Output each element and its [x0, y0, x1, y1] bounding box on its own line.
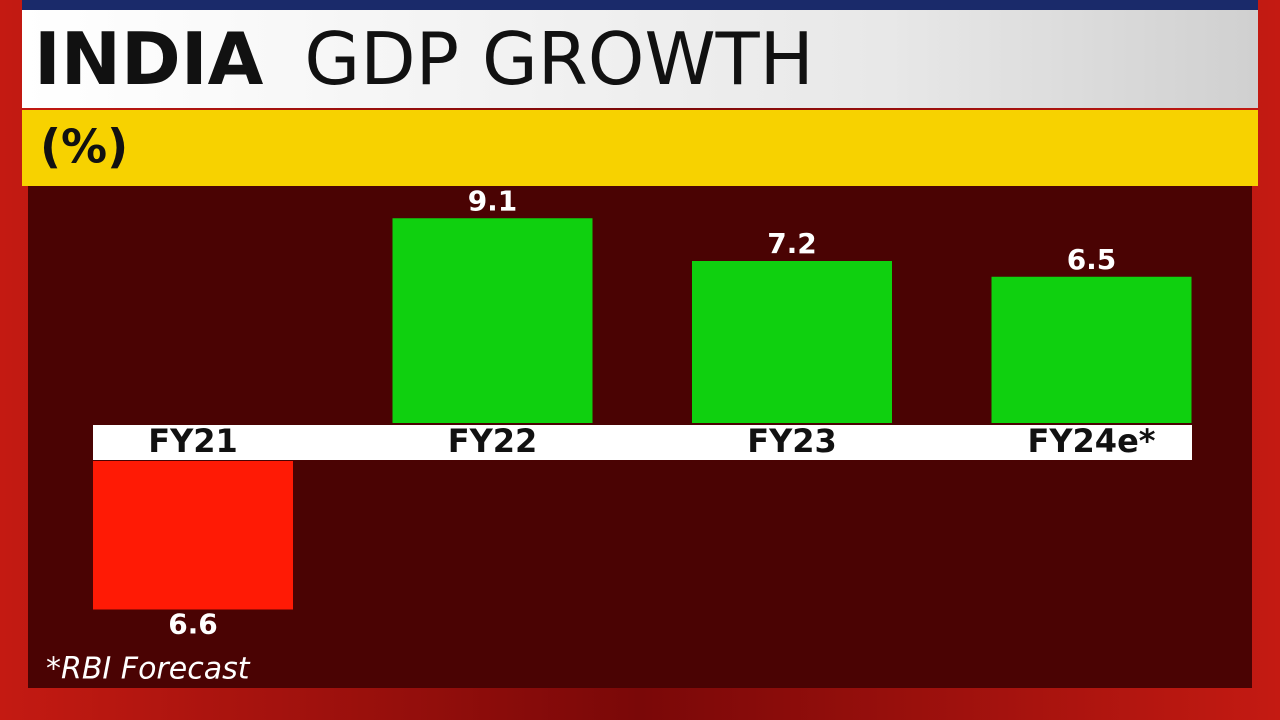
title-bold: INDIA [34, 17, 264, 101]
value-label: 6.6 [168, 608, 218, 641]
x-tick-label: FY23 [747, 422, 837, 460]
bar [392, 218, 593, 423]
chart-subtitle: (%) [40, 120, 128, 174]
top-strip [22, 0, 1258, 10]
x-tick-label: FY24e* [1028, 422, 1156, 460]
title-band [22, 10, 1258, 108]
x-tick-label: FY22 [448, 422, 538, 460]
bar [692, 261, 892, 423]
value-label: 6.5 [1067, 243, 1117, 276]
value-label: 7.2 [767, 227, 817, 260]
bar [991, 276, 1192, 423]
category-strip [93, 425, 1192, 460]
bar [93, 461, 293, 610]
footnote: *RBI Forecast [46, 652, 251, 687]
x-tick-label: FY21 [148, 422, 238, 460]
subtitle-band [22, 110, 1258, 186]
value-label: 9.1 [468, 184, 518, 217]
title-rest: GDP GROWTH [304, 17, 813, 101]
chart-title: INDIA GDP GROWTH [34, 17, 814, 101]
